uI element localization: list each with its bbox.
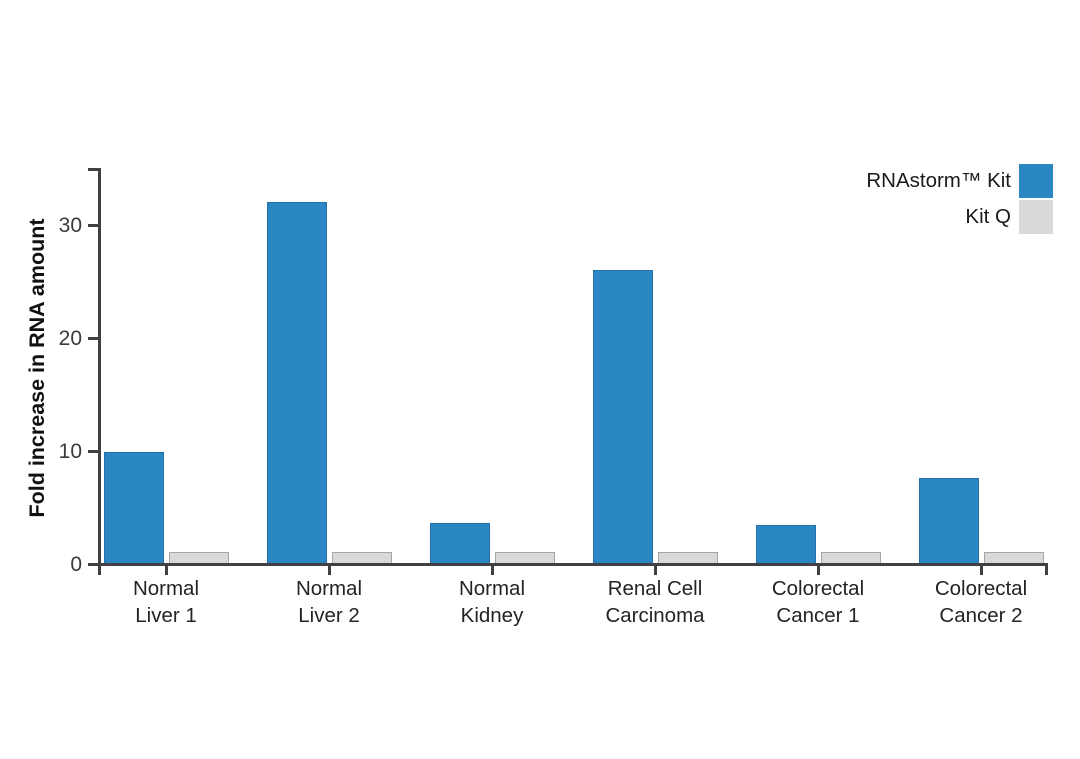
x-tick-1 (165, 566, 168, 575)
x-category-label-3: Normal Kidney (458, 577, 526, 627)
legend-item-kit-q: Kit Q (866, 200, 1053, 234)
y-tick-30 (88, 224, 98, 228)
x-category-label-4: Renal Cell Carcinoma (605, 577, 705, 627)
bar-kit-q-normal-liver-2 (332, 552, 392, 563)
legend-swatch-rnastorm-kit (1019, 164, 1053, 198)
x-category-label-6: Colorectal Cancer 2 (934, 577, 1028, 627)
x-axis-line (98, 563, 1048, 566)
y-tick-10 (88, 450, 98, 454)
bar-rnastorm-kit-colorectal-cancer-2 (919, 478, 979, 563)
bar-kit-q-normal-liver-1 (169, 552, 229, 563)
x-tick-3 (491, 566, 494, 575)
x-category-label-5: Colorectal Cancer 1 (771, 577, 865, 627)
y-axis-line (98, 168, 101, 566)
x-axis-right-cap (1045, 566, 1048, 575)
bar-rnastorm-kit-normal-liver-2 (267, 202, 327, 563)
y-tick-label-0: 0 (70, 553, 82, 576)
bar-kit-q-colorectal-cancer-2 (984, 552, 1044, 563)
y-axis-top-cap (88, 168, 98, 171)
bar-rnastorm-kit-normal-kidney (430, 523, 490, 563)
legend-swatch-kit-q (1019, 200, 1053, 234)
legend-label-rnastorm-kit: RNAstorm™ Kit (866, 169, 1011, 192)
legend-item-rnastorm-kit: RNAstorm™ Kit (866, 164, 1053, 198)
x-tick-5 (817, 566, 820, 575)
legend-label-kit-q: Kit Q (965, 205, 1011, 228)
y-tick-label-10: 10 (58, 440, 82, 464)
bar-rnastorm-kit-colorectal-cancer-1 (756, 525, 816, 563)
bar-kit-q-normal-kidney (495, 552, 555, 563)
y-tick-20 (88, 337, 98, 341)
x-tick-6 (980, 566, 983, 575)
x-tick-4 (654, 566, 657, 575)
x-category-label-2: Normal Liver 2 (295, 577, 363, 627)
bar-rnastorm-kit-normal-liver-1 (104, 452, 164, 563)
x-category-label-1: Normal Liver 1 (132, 577, 200, 627)
bar-kit-q-colorectal-cancer-1 (821, 552, 881, 563)
y-tick-label-30: 30 (58, 214, 82, 238)
bar-kit-q-renal-cell-carcinoma (658, 552, 718, 563)
bar-rnastorm-kit-renal-cell-carcinoma (593, 270, 653, 563)
y-tick-label-20: 20 (58, 327, 82, 351)
legend: RNAstorm™ Kit Kit Q (866, 164, 1053, 234)
x-axis-left-cap (98, 566, 101, 575)
y-tick-0 (88, 563, 98, 566)
x-tick-2 (328, 566, 331, 575)
